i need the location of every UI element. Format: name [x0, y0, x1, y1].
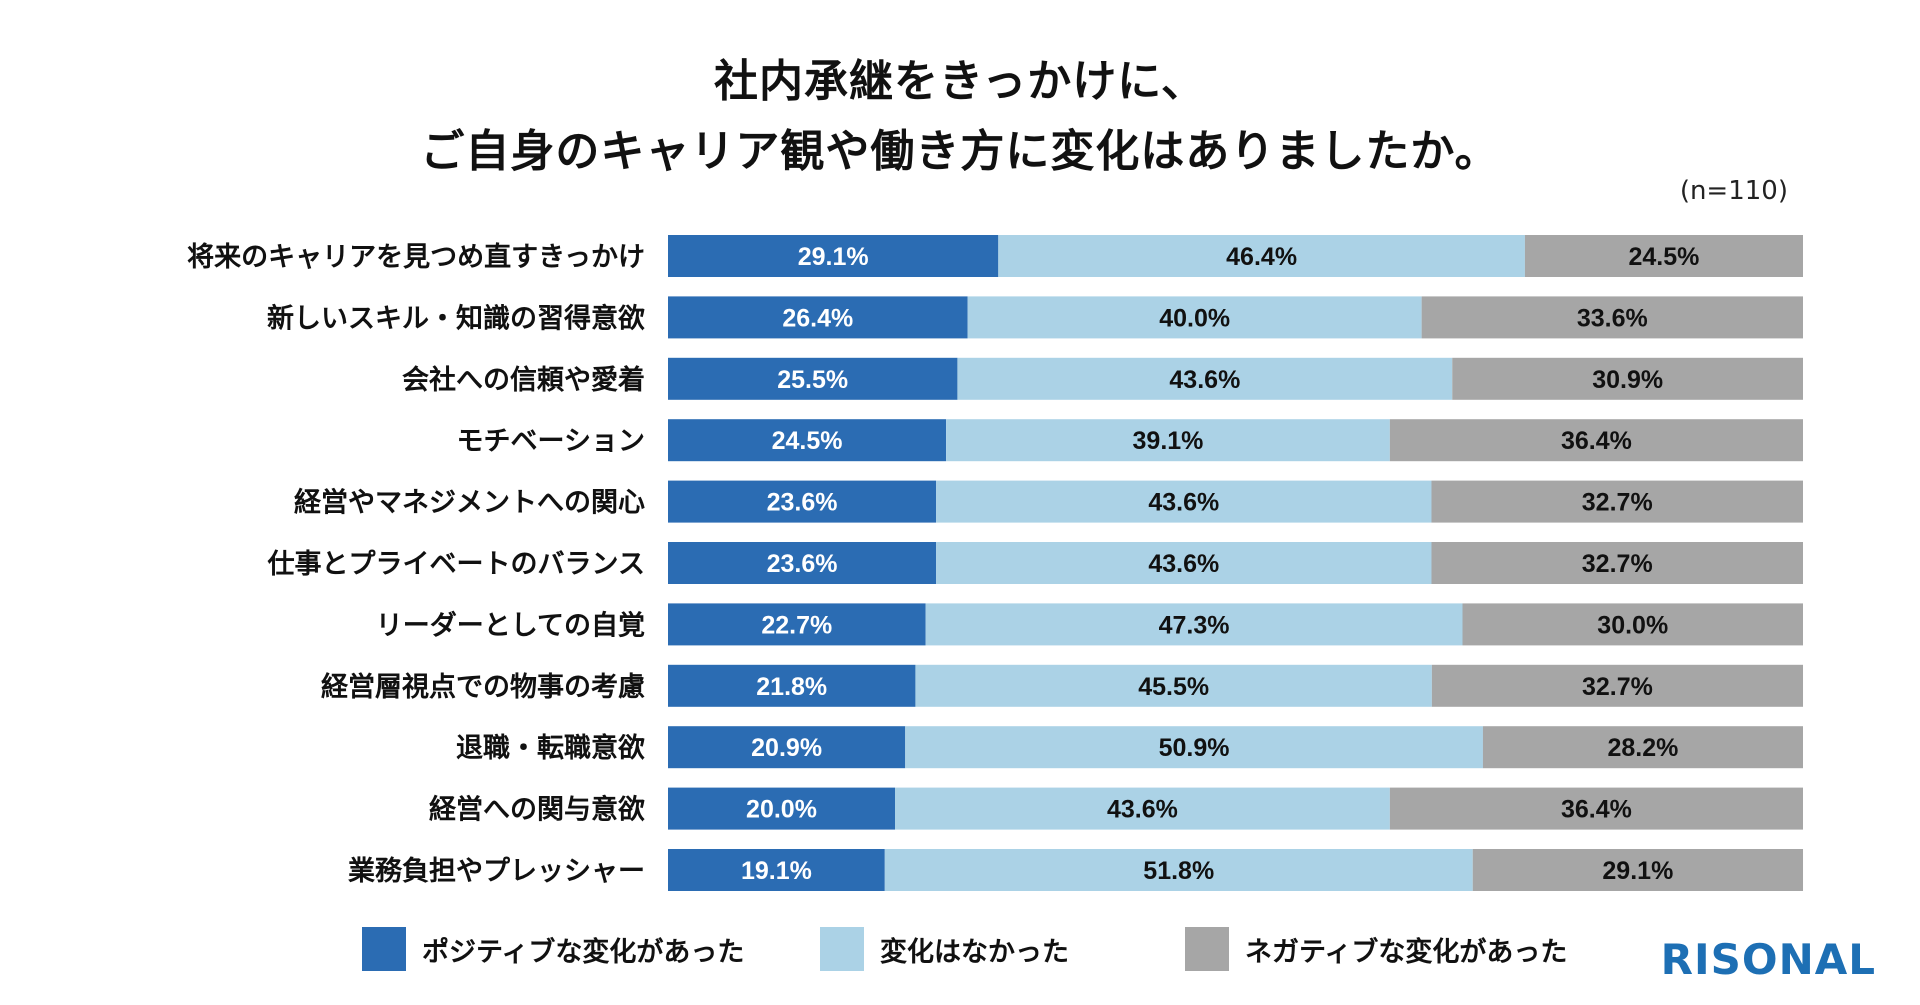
bar-segment-negative: [1452, 357, 1803, 400]
bar-segment-negative: [1431, 664, 1804, 707]
bar-segment-negative: [1472, 849, 1804, 891]
bar-segment-positive: [668, 726, 906, 769]
data-label-negative: 30.9%: [1592, 366, 1663, 394]
bar-segment-negative: [1421, 296, 1803, 339]
legend-label-positive: ポジティブな変化があった: [422, 936, 745, 968]
bar-segment-positive: [668, 603, 926, 646]
bar-segment-positive: [668, 542, 937, 584]
data-label-positive: 21.8%: [756, 673, 827, 701]
data-label-no-change: 43.6%: [1148, 489, 1219, 517]
bar-segment-negative: [1431, 542, 1803, 584]
bar-segment-positive: [668, 357, 958, 400]
data-label-no-change: 47.3%: [1159, 611, 1230, 639]
category-label: 将来のキャリアを見つめ直すきっかけ: [187, 242, 645, 273]
bar-segment-no-change: [936, 542, 1432, 584]
data-label-positive: 20.0%: [746, 796, 817, 824]
data-label-no-change: 43.6%: [1107, 796, 1178, 824]
chart-title-line-2: ご自身のキャリア観や働き方に変化はありましたか。: [420, 126, 1500, 177]
bar-segment-negative: [1389, 787, 1803, 830]
legend-swatch-positive: [362, 927, 406, 971]
legend-label-no-change: 変化はなかった: [880, 936, 1069, 968]
data-label-positive: 20.9%: [751, 734, 822, 762]
data-label-negative: 36.4%: [1561, 796, 1632, 824]
category-label: 経営やマネジメントへの関心: [294, 487, 645, 519]
data-label-negative: 32.7%: [1582, 673, 1653, 701]
data-label-no-change: 51.8%: [1143, 857, 1214, 885]
data-label-no-change: 39.1%: [1133, 427, 1204, 455]
bar-segment-positive: [668, 664, 916, 707]
data-label-negative: 32.7%: [1582, 550, 1653, 578]
legend-item-negative: ネガティブな変化があった: [1185, 926, 1567, 972]
bar-segment-no-change: [957, 357, 1453, 400]
bar-segment-no-change: [915, 664, 1432, 707]
data-label-negative: 36.4%: [1561, 427, 1632, 455]
bar-segment-no-change: [936, 480, 1432, 523]
data-label-positive: 23.6%: [767, 550, 838, 578]
data-label-negative: 33.6%: [1577, 304, 1648, 332]
data-label-no-change: 43.6%: [1148, 550, 1219, 578]
bar-segment-no-change: [905, 726, 1483, 769]
data-label-negative: 30.0%: [1597, 611, 1668, 639]
bar-segment-no-change: [884, 849, 1473, 891]
bar-segment-no-change: [925, 603, 1463, 646]
data-label-no-change: 43.6%: [1169, 366, 1240, 394]
bar-segment-no-change: [895, 787, 1390, 830]
data-label-negative: 24.5%: [1629, 243, 1700, 271]
bar-segment-no-change: [946, 419, 1390, 462]
bar-segment-negative: [1462, 603, 1803, 646]
bar-segment-negative: [1431, 480, 1803, 523]
bar-segment-no-change: [998, 235, 1525, 277]
brand-logo: RISONAL: [1660, 935, 1876, 984]
category-label: 新しいスキル・知識の習得意欲: [267, 302, 645, 334]
category-label: 業務負担やプレッシャー: [348, 856, 645, 887]
data-label-positive: 22.7%: [761, 611, 832, 639]
data-label-no-change: 40.0%: [1159, 304, 1230, 332]
data-label-positive: 26.4%: [782, 304, 853, 332]
data-label-positive: 24.5%: [772, 427, 843, 455]
bar-segment-positive: [668, 480, 937, 523]
data-label-no-change: 50.9%: [1159, 734, 1230, 762]
bar-segment-positive: [668, 419, 947, 462]
legend-label-negative: ネガティブな変化があった: [1245, 936, 1568, 968]
bar-segment-negative: [1482, 726, 1803, 769]
legend-swatch-no-change: [820, 927, 864, 971]
data-label-negative: 28.2%: [1608, 734, 1679, 762]
category-label: 退職・転職意欲: [456, 732, 645, 764]
bar-segment-positive: [668, 235, 999, 277]
data-label-negative: 32.7%: [1582, 489, 1653, 517]
bar-segment-no-change: [967, 296, 1422, 339]
legend-item-no-change: 変化はなかった: [820, 926, 1069, 972]
data-label-no-change: 46.4%: [1226, 243, 1297, 271]
bar-segment-positive: [668, 787, 895, 830]
data-label-no-change: 45.5%: [1138, 673, 1209, 701]
category-label: 仕事とプライベートのバランス: [267, 549, 645, 580]
data-label-positive: 25.5%: [777, 366, 848, 394]
chart-title-line-1: 社内承継をきっかけに、: [714, 56, 1206, 107]
category-label: 経営層視点での物事の考慮: [321, 671, 645, 703]
sample-size-note: (n=110): [1679, 176, 1788, 206]
legend-swatch-negative: [1185, 927, 1229, 971]
category-label: リーダーとしての自覚: [376, 609, 645, 641]
category-label: モチベーション: [457, 426, 645, 457]
bar-segment-negative: [1524, 235, 1803, 277]
category-label: 経営への関与意欲: [429, 794, 645, 826]
legend-item-positive: ポジティブな変化があった: [362, 926, 744, 972]
data-label-negative: 29.1%: [1602, 857, 1673, 885]
bar-segment-negative: [1389, 419, 1803, 462]
bar-segment-positive: [668, 296, 968, 339]
data-label-positive: 29.1%: [798, 243, 869, 271]
data-label-positive: 23.6%: [767, 489, 838, 517]
bar-segment-positive: [668, 849, 885, 891]
data-label-positive: 19.1%: [741, 857, 812, 885]
category-label: 会社への信頼や愛着: [402, 364, 645, 396]
